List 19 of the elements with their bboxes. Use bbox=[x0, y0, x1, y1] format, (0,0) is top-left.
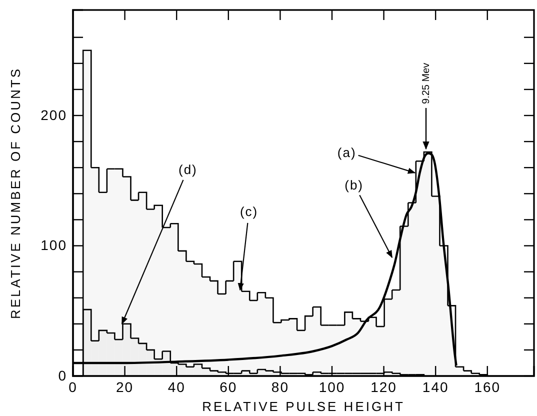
x-tick-label: 40 bbox=[168, 378, 186, 395]
annotation: (c) bbox=[240, 204, 258, 220]
annotation: (a) bbox=[337, 144, 356, 160]
annotation: 9.25 Mev bbox=[421, 62, 432, 104]
annotation: (d) bbox=[178, 162, 198, 177]
x-tick-label: 100 bbox=[318, 378, 346, 395]
x-tick-label: 140 bbox=[422, 378, 449, 395]
x-tick-label: 80 bbox=[271, 378, 289, 395]
annotation: (b) bbox=[344, 177, 364, 192]
y-tick-label: 200 bbox=[40, 106, 67, 123]
y-tick-label: 0 bbox=[58, 367, 67, 384]
x-axis-title: RELATIVE PULSE HEIGHT bbox=[202, 399, 405, 414]
y-tick-label: 100 bbox=[40, 237, 67, 254]
x-tick-label: 60 bbox=[220, 378, 238, 395]
x-tick-label: 160 bbox=[474, 378, 501, 395]
x-tick-label: 20 bbox=[116, 378, 134, 395]
x-tick-label: 0 bbox=[68, 378, 78, 395]
x-tick-label: 120 bbox=[370, 378, 397, 395]
y-axis-title: RELATIVE NUMBER OF COUNTS bbox=[8, 66, 23, 320]
